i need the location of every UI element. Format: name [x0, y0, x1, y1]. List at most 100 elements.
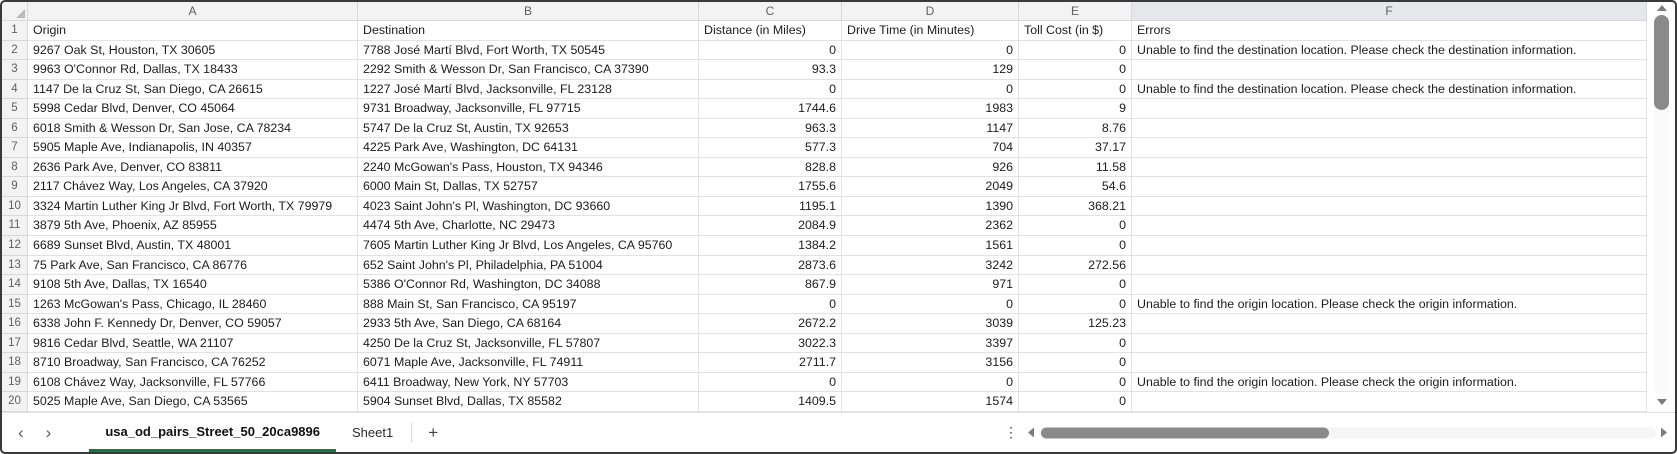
- cell-C12[interactable]: 1384.2: [699, 236, 842, 256]
- cell-B17[interactable]: 4250 De la Cruz St, Jacksonville, FL 578…: [358, 334, 699, 354]
- cell-E11[interactable]: 0: [1019, 216, 1132, 236]
- cell-F11[interactable]: [1132, 216, 1647, 236]
- cell-B1[interactable]: Destination: [358, 21, 699, 41]
- cell-E13[interactable]: 272.56: [1019, 256, 1132, 276]
- vertical-scroll-track[interactable]: [1654, 15, 1669, 395]
- cell-F10[interactable]: [1132, 197, 1647, 217]
- row-header-20[interactable]: 20: [2, 392, 28, 412]
- scroll-right-icon[interactable]: [1661, 428, 1667, 438]
- cell-F19[interactable]: Unable to find the origin location. Plea…: [1132, 373, 1647, 393]
- cell-A4[interactable]: 1147 De la Cruz St, San Diego, CA 26615: [28, 80, 358, 100]
- row-header-16[interactable]: 16: [2, 314, 28, 334]
- add-sheet-button[interactable]: +: [414, 413, 452, 452]
- cell-A20[interactable]: 5025 Maple Ave, San Diego, CA 53565: [28, 392, 358, 412]
- cell-C15[interactable]: 0: [699, 295, 842, 315]
- column-header-F[interactable]: F: [1132, 2, 1647, 21]
- cell-F2[interactable]: Unable to find the destination location.…: [1132, 41, 1647, 61]
- cell-E7[interactable]: 37.17: [1019, 138, 1132, 158]
- cell-B14[interactable]: 5386 O'Connor Rd, Washington, DC 34088: [358, 275, 699, 295]
- cell-F4[interactable]: Unable to find the destination location.…: [1132, 80, 1647, 100]
- cell-B6[interactable]: 5747 De la Cruz St, Austin, TX 92653: [358, 119, 699, 139]
- cell-A11[interactable]: 3879 5th Ave, Phoenix, AZ 85955: [28, 216, 358, 236]
- cell-C3[interactable]: 93.3: [699, 60, 842, 80]
- cell-E2[interactable]: 0: [1019, 41, 1132, 61]
- cell-E16[interactable]: 125.23: [1019, 314, 1132, 334]
- row-header-13[interactable]: 13: [2, 256, 28, 276]
- row-header-8[interactable]: 8: [2, 158, 28, 178]
- cell-C5[interactable]: 1744.6: [699, 99, 842, 119]
- cell-B9[interactable]: 6000 Main St, Dallas, TX 52757: [358, 177, 699, 197]
- cell-A6[interactable]: 6018 Smith & Wesson Dr, San Jose, CA 782…: [28, 119, 358, 139]
- cell-A16[interactable]: 6338 John F. Kennedy Dr, Denver, CO 5905…: [28, 314, 358, 334]
- cell-B10[interactable]: 4023 Saint John's Pl, Washington, DC 936…: [358, 197, 699, 217]
- cell-C13[interactable]: 2873.6: [699, 256, 842, 276]
- cell-B5[interactable]: 9731 Broadway, Jacksonville, FL 97715: [358, 99, 699, 119]
- cell-C7[interactable]: 577.3: [699, 138, 842, 158]
- cell-B7[interactable]: 4225 Park Ave, Washington, DC 64131: [358, 138, 699, 158]
- cell-C8[interactable]: 828.8: [699, 158, 842, 178]
- cell-A15[interactable]: 1263 McGowan's Pass, Chicago, IL 28460: [28, 295, 358, 315]
- cell-F15[interactable]: Unable to find the origin location. Plea…: [1132, 295, 1647, 315]
- row-header-6[interactable]: 6: [2, 119, 28, 139]
- cell-E6[interactable]: 8.76: [1019, 119, 1132, 139]
- sheet-tab-active[interactable]: usa_od_pairs_Street_50_20ca9896: [89, 413, 336, 452]
- cell-A14[interactable]: 9108 5th Ave, Dallas, TX 16540: [28, 275, 358, 295]
- cell-D7[interactable]: 704: [842, 138, 1019, 158]
- cell-F7[interactable]: [1132, 138, 1647, 158]
- cell-D15[interactable]: 0: [842, 295, 1019, 315]
- cell-E8[interactable]: 11.58: [1019, 158, 1132, 178]
- cell-C14[interactable]: 867.9: [699, 275, 842, 295]
- cell-E9[interactable]: 54.6: [1019, 177, 1132, 197]
- cell-D11[interactable]: 2362: [842, 216, 1019, 236]
- cell-B8[interactable]: 2240 McGowan's Pass, Houston, TX 94346: [358, 158, 699, 178]
- cell-F12[interactable]: [1132, 236, 1647, 256]
- cell-B16[interactable]: 2933 5th Ave, San Diego, CA 68164: [358, 314, 699, 334]
- select-all-corner[interactable]: [2, 2, 28, 21]
- cell-B11[interactable]: 4474 5th Ave, Charlotte, NC 29473: [358, 216, 699, 236]
- row-header-12[interactable]: 12: [2, 236, 28, 256]
- scroll-down-icon[interactable]: [1657, 399, 1667, 405]
- cell-D5[interactable]: 1983: [842, 99, 1019, 119]
- cell-E4[interactable]: 0: [1019, 80, 1132, 100]
- cell-D1[interactable]: Drive Time (in Minutes): [842, 21, 1019, 41]
- cell-D18[interactable]: 3156: [842, 353, 1019, 373]
- cell-A9[interactable]: 2117 Chávez Way, Los Angeles, CA 37920: [28, 177, 358, 197]
- horizontal-scroll-track[interactable]: [1039, 427, 1656, 438]
- cell-F18[interactable]: [1132, 353, 1647, 373]
- cell-E5[interactable]: 9: [1019, 99, 1132, 119]
- cell-D12[interactable]: 1561: [842, 236, 1019, 256]
- row-header-15[interactable]: 15: [2, 295, 28, 315]
- cell-A2[interactable]: 9267 Oak St, Houston, TX 30605: [28, 41, 358, 61]
- cell-E20[interactable]: 0: [1019, 392, 1132, 412]
- cell-C11[interactable]: 2084.9: [699, 216, 842, 236]
- row-header-5[interactable]: 5: [2, 99, 28, 119]
- cell-D4[interactable]: 0: [842, 80, 1019, 100]
- cell-A19[interactable]: 6108 Chávez Way, Jacksonville, FL 57766: [28, 373, 358, 393]
- horizontal-scroll-thumb[interactable]: [1041, 427, 1329, 438]
- cell-C20[interactable]: 1409.5: [699, 392, 842, 412]
- cell-F1[interactable]: Errors: [1132, 21, 1647, 41]
- cell-A17[interactable]: 9816 Cedar Blvd, Seattle, WA 21107: [28, 334, 358, 354]
- cell-B15[interactable]: 888 Main St, San Francisco, CA 95197: [358, 295, 699, 315]
- cell-D6[interactable]: 1147: [842, 119, 1019, 139]
- cell-F9[interactable]: [1132, 177, 1647, 197]
- sheet-tab-sheet1[interactable]: Sheet1: [336, 413, 409, 452]
- cell-A12[interactable]: 6689 Sunset Blvd, Austin, TX 48001: [28, 236, 358, 256]
- cell-C17[interactable]: 3022.3: [699, 334, 842, 354]
- cell-D8[interactable]: 926: [842, 158, 1019, 178]
- cell-F20[interactable]: [1132, 392, 1647, 412]
- cell-B3[interactable]: 2292 Smith & Wesson Dr, San Francisco, C…: [358, 60, 699, 80]
- cell-E12[interactable]: 0: [1019, 236, 1132, 256]
- cell-B13[interactable]: 652 Saint John's Pl, Philadelphia, PA 51…: [358, 256, 699, 276]
- cell-C16[interactable]: 2672.2: [699, 314, 842, 334]
- cell-C1[interactable]: Distance (in Miles): [699, 21, 842, 41]
- cell-F5[interactable]: [1132, 99, 1647, 119]
- cell-C19[interactable]: 0: [699, 373, 842, 393]
- sheet-options-icon[interactable]: ⋮: [1004, 413, 1018, 452]
- cell-B18[interactable]: 6071 Maple Ave, Jacksonville, FL 74911: [358, 353, 699, 373]
- row-header-1[interactable]: 1: [2, 21, 28, 41]
- cell-F14[interactable]: [1132, 275, 1647, 295]
- cell-A13[interactable]: 75 Park Ave, San Francisco, CA 86776: [28, 256, 358, 276]
- cell-B4[interactable]: 1227 José Martí Blvd, Jacksonville, FL 2…: [358, 80, 699, 100]
- cell-A18[interactable]: 8710 Broadway, San Francisco, CA 76252: [28, 353, 358, 373]
